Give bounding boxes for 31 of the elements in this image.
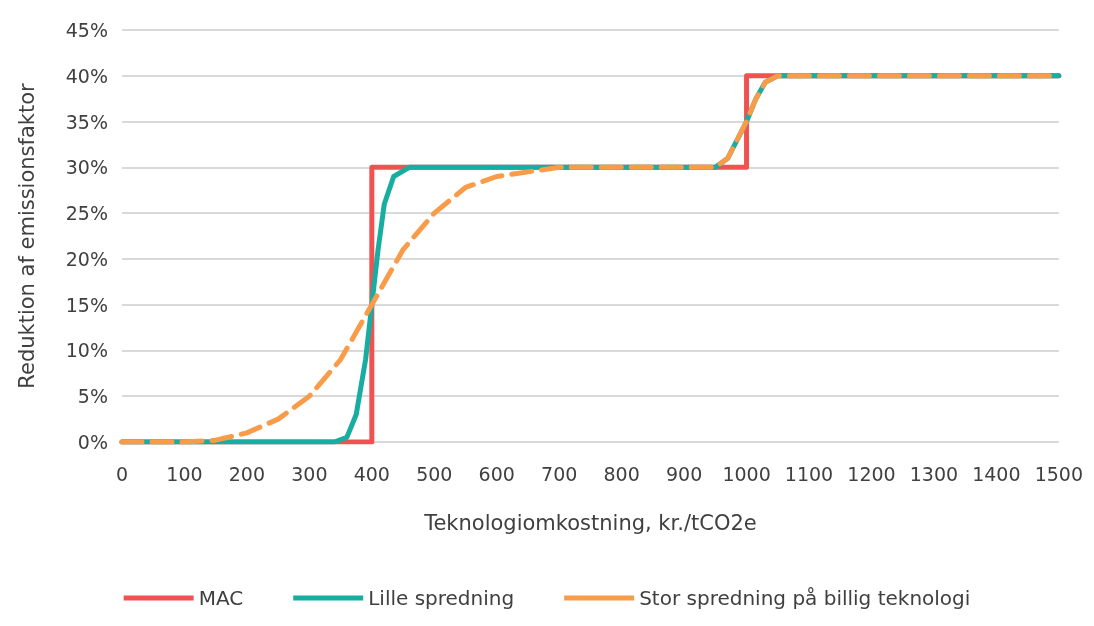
legend-label: Lille spredning — [368, 586, 515, 610]
x-tick-label: 700 — [541, 462, 578, 485]
x-tick-label: 900 — [665, 462, 703, 485]
x-tick-label: 800 — [603, 462, 640, 485]
y-tick-label: 35% — [65, 110, 108, 133]
y-tick-label: 45% — [65, 19, 108, 41]
x-tick-label: 0 — [115, 462, 129, 485]
legend-label: MAC — [198, 586, 244, 610]
y-tick-label: 40% — [65, 64, 108, 87]
y-tick-label: 25% — [65, 202, 108, 225]
x-tick-label: 1300 — [909, 462, 959, 485]
x-tick-label: 1000 — [722, 462, 771, 485]
y-tick-label: 0% — [77, 431, 108, 453]
y-tick-label: 15% — [65, 293, 108, 316]
x-axis-title: Teknologiomkostning, kr./tCO2e — [423, 510, 757, 535]
y-axis-title: Reduktion af emissionsfaktor — [14, 82, 39, 389]
x-tick-label: 200 — [228, 462, 266, 485]
x-tick-label: 1500 — [1034, 462, 1083, 485]
y-tick-label: 10% — [65, 339, 108, 362]
x-tick-label: 600 — [478, 462, 515, 485]
x-tick-label: 1400 — [972, 462, 1021, 485]
y-tick-label: 5% — [77, 385, 108, 408]
x-tick-label: 1200 — [847, 462, 896, 485]
x-tick-label: 400 — [353, 462, 390, 485]
y-tick-label: 30% — [65, 156, 108, 179]
y-tick-label: 20% — [65, 247, 108, 270]
x-tick-label: 1100 — [784, 462, 834, 485]
legend-label: Stor spredning på billig teknologi — [639, 586, 971, 610]
x-tick-label: 500 — [416, 462, 453, 485]
x-tick-label: 100 — [166, 462, 203, 485]
x-tick-label: 300 — [291, 462, 328, 485]
